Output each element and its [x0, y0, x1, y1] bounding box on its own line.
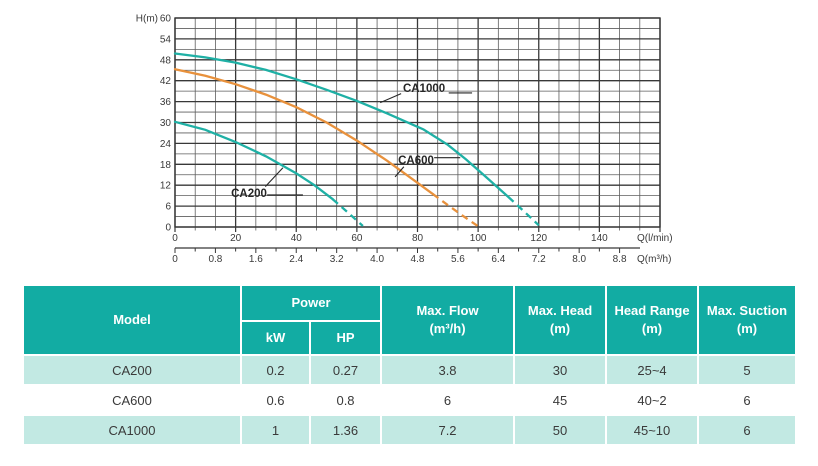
- svg-text:5.6: 5.6: [451, 254, 465, 265]
- svg-text:40: 40: [291, 233, 303, 244]
- svg-text:54: 54: [160, 34, 172, 45]
- svg-text:42: 42: [160, 76, 172, 87]
- svg-text:60: 60: [160, 14, 172, 25]
- svg-text:H(m): H(m): [136, 14, 158, 25]
- table-row-ca1000: CA1000 1 1.36 7.2 50 45~10 6: [22, 414, 798, 446]
- svg-text:8.0: 8.0: [572, 254, 586, 265]
- cell-max-flow: 3.8: [380, 354, 516, 386]
- svg-text:36: 36: [160, 97, 172, 108]
- cell-model: CA200: [22, 354, 242, 386]
- svg-text:6: 6: [165, 202, 171, 213]
- svg-text:20: 20: [230, 233, 242, 244]
- svg-text:CA200: CA200: [231, 188, 267, 200]
- cell-model: CA1000: [22, 414, 242, 446]
- cell-kw: 0.6: [240, 384, 311, 416]
- svg-text:120: 120: [530, 233, 547, 244]
- cell-head-range: 25~4: [605, 354, 700, 386]
- svg-text:Q(m³/h): Q(m³/h): [637, 254, 671, 265]
- svg-text:1.6: 1.6: [249, 254, 263, 265]
- cell-head-range: 45~10: [605, 414, 700, 446]
- table-row-ca200: CA200 0.2 0.27 3.8 30 25~4 5: [22, 354, 798, 386]
- col-header-hp: HP: [308, 320, 383, 356]
- cell-hp: 0.8: [308, 384, 383, 416]
- table-row-ca600: CA600 0.6 0.8 6 45 40~2 6: [22, 384, 798, 416]
- cell-max-head: 45: [513, 384, 608, 416]
- cell-kw: 1: [240, 414, 311, 446]
- svg-text:140: 140: [591, 233, 608, 244]
- col-header-model: Model: [22, 284, 242, 356]
- col-header-head-range: Head Range (m): [605, 284, 700, 356]
- svg-text:3.2: 3.2: [330, 254, 344, 265]
- svg-text:8.8: 8.8: [613, 254, 627, 265]
- svg-text:4.0: 4.0: [370, 254, 384, 265]
- cell-hp: 1.36: [308, 414, 383, 446]
- cell-max-head: 50: [513, 414, 608, 446]
- cell-kw: 0.2: [240, 354, 311, 386]
- cell-head-range: 40~2: [605, 384, 700, 416]
- svg-text:12: 12: [160, 181, 172, 192]
- cell-hp: 0.27: [308, 354, 383, 386]
- cell-max-flow: 7.2: [380, 414, 516, 446]
- svg-text:60: 60: [351, 233, 363, 244]
- svg-text:0: 0: [172, 233, 178, 244]
- svg-text:0: 0: [172, 254, 178, 265]
- svg-text:48: 48: [160, 55, 172, 66]
- pump-spec-table: Model Power Max. Flow (m³/h) Max. Head (…: [22, 284, 798, 446]
- col-header-max-head: Max. Head (m): [513, 284, 608, 356]
- svg-text:2.4: 2.4: [289, 254, 303, 265]
- svg-text:7.2: 7.2: [532, 254, 546, 265]
- svg-text:Q(l/min): Q(l/min): [637, 233, 673, 244]
- svg-text:100: 100: [470, 233, 487, 244]
- col-header-max-flow: Max. Flow (m³/h): [380, 284, 516, 356]
- cell-max-head: 30: [513, 354, 608, 386]
- table-header: Model Power Max. Flow (m³/h) Max. Head (…: [22, 284, 798, 356]
- cell-max-suction: 6: [697, 414, 798, 446]
- cell-max-flow: 6: [380, 384, 516, 416]
- svg-text:0.8: 0.8: [208, 254, 222, 265]
- svg-text:CA600: CA600: [398, 155, 434, 167]
- svg-text:30: 30: [160, 118, 172, 129]
- svg-text:6.4: 6.4: [491, 254, 505, 265]
- svg-text:24: 24: [160, 139, 172, 150]
- svg-text:18: 18: [160, 160, 172, 171]
- cell-max-suction: 6: [697, 384, 798, 416]
- col-header-power: Power: [239, 284, 383, 322]
- svg-text:CA1000: CA1000: [403, 83, 445, 95]
- svg-text:80: 80: [412, 233, 424, 244]
- cell-model: CA600: [22, 384, 242, 416]
- svg-text:4.8: 4.8: [411, 254, 425, 265]
- svg-text:0: 0: [165, 223, 171, 234]
- cell-max-suction: 5: [697, 354, 798, 386]
- col-header-max-suction: Max. Suction (m): [697, 284, 798, 356]
- col-header-kw: kW: [240, 320, 311, 356]
